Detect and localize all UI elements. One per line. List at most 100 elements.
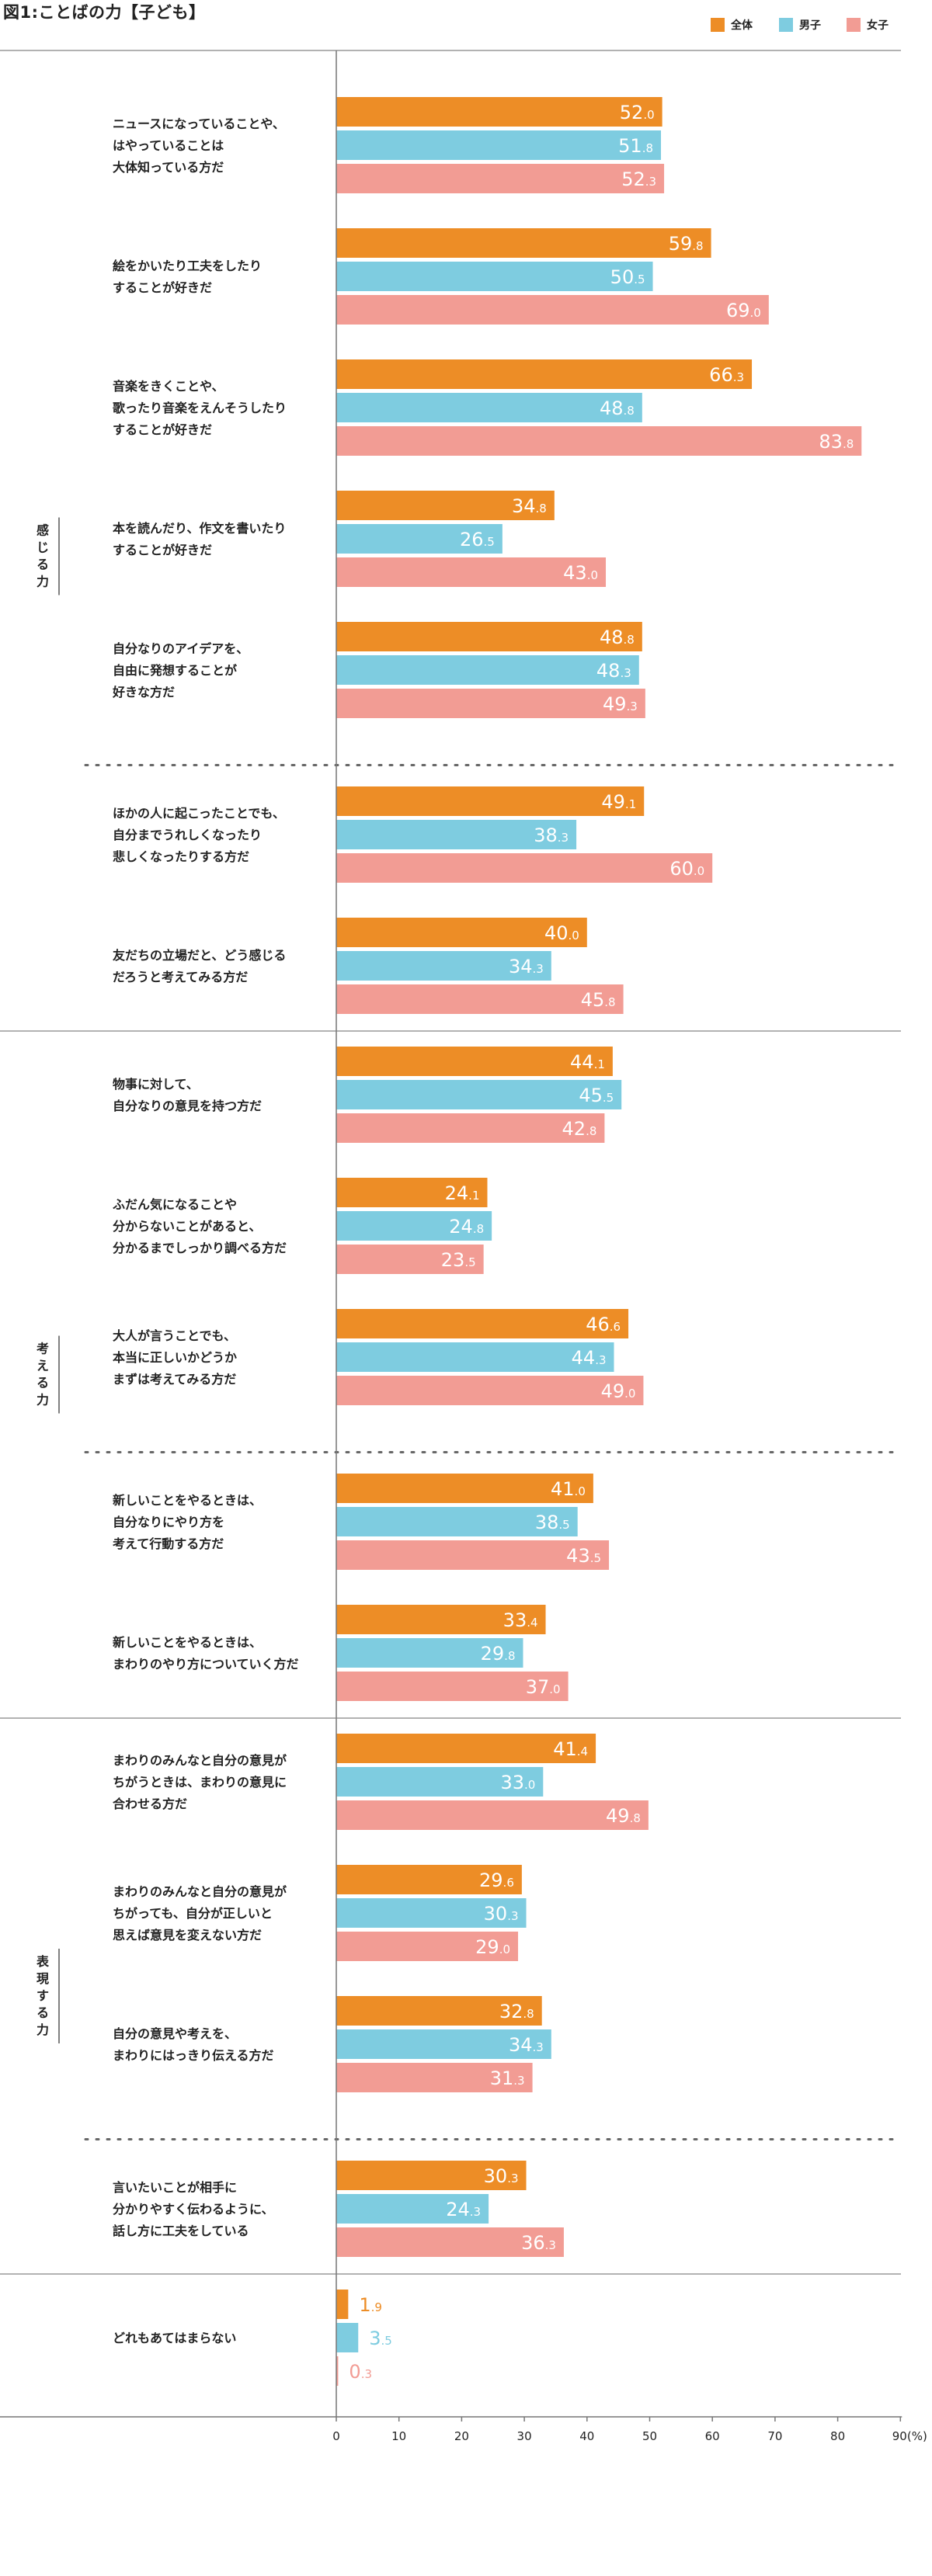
value-label: 31.3 bbox=[490, 2067, 525, 2089]
question-label: 思えば意見を変えない方だ bbox=[113, 1928, 262, 1942]
bar bbox=[336, 491, 555, 520]
value-label: 41.4 bbox=[553, 1738, 588, 1760]
x-tick-label: 20 bbox=[454, 2429, 469, 2443]
value-label: 83.8 bbox=[819, 431, 854, 453]
bar bbox=[336, 1932, 519, 1961]
bar bbox=[336, 786, 645, 816]
bar bbox=[336, 655, 639, 685]
value-label: 24.1 bbox=[445, 1182, 480, 1204]
category-label: え bbox=[37, 1359, 49, 1373]
value-label: 46.6 bbox=[586, 1314, 621, 1335]
bar bbox=[336, 1474, 593, 1503]
bar bbox=[336, 820, 577, 849]
category-label: 力 bbox=[37, 575, 49, 589]
question-label: ふだん気になることや bbox=[113, 1197, 237, 1212]
category-label: 現 bbox=[37, 1971, 49, 1986]
value-label: 69.0 bbox=[726, 300, 761, 321]
x-tick-label: 40 bbox=[579, 2429, 594, 2443]
legend-item-girls: 女子 bbox=[847, 17, 889, 33]
question-label: 言いたいことが相手に bbox=[113, 2180, 237, 2195]
value-label: 49.0 bbox=[601, 1380, 636, 1402]
value-label: 43.5 bbox=[566, 1545, 601, 1567]
question-label: 自分なりの意見を持つ方だ bbox=[113, 1099, 262, 1113]
category-label: 考 bbox=[37, 1342, 49, 1356]
bar bbox=[336, 622, 642, 651]
question-label: 自由に発想することが bbox=[113, 663, 237, 678]
legend-label: 女子 bbox=[867, 19, 889, 32]
value-label: 29.8 bbox=[481, 1643, 516, 1665]
x-tick-label: 50 bbox=[642, 2429, 657, 2443]
bar bbox=[336, 2063, 533, 2092]
bar bbox=[336, 984, 624, 1014]
value-label: 45.8 bbox=[581, 989, 616, 1011]
bar bbox=[336, 1996, 542, 2026]
question-label: 本当に正しいかどうか bbox=[113, 1350, 237, 1365]
value-label: 0.3 bbox=[349, 2361, 372, 2383]
x-tick-label: 70 bbox=[767, 2429, 782, 2443]
question-label: 分かりやすく伝わるように、 bbox=[113, 2202, 274, 2217]
legend-swatch-icon bbox=[847, 18, 861, 32]
x-tick-label: 90(%) bbox=[892, 2429, 927, 2443]
legend-label: 男子 bbox=[799, 19, 821, 32]
question-label: はやっていることは bbox=[113, 138, 224, 153]
value-label: 45.5 bbox=[579, 1085, 614, 1106]
legend-label: 全体 bbox=[731, 19, 753, 32]
question-label: ちがっても、自分が正しいと bbox=[113, 1906, 273, 1921]
question-label: 合わせる方だ bbox=[113, 1797, 187, 1811]
category-label: じ bbox=[37, 540, 49, 555]
value-label: 3.5 bbox=[369, 2328, 392, 2349]
value-label: 44.3 bbox=[572, 1347, 607, 1369]
category-label: 表 bbox=[36, 1954, 50, 1969]
bar bbox=[336, 1767, 544, 1797]
question-label: 絵をかいたり工夫をしたり bbox=[113, 259, 262, 273]
value-label: 43.0 bbox=[563, 562, 598, 584]
bar bbox=[336, 1245, 484, 1274]
bar bbox=[336, 1638, 523, 1668]
bar bbox=[336, 1800, 649, 1830]
bar bbox=[336, 359, 753, 389]
value-label: 1.9 bbox=[359, 2294, 382, 2316]
x-tick-label: 30 bbox=[517, 2429, 532, 2443]
question-label: 新しいことをやるときは、 bbox=[113, 1493, 262, 1508]
bar bbox=[336, 1309, 629, 1338]
category-label: 力 bbox=[37, 1393, 49, 1408]
bar bbox=[336, 1342, 614, 1372]
value-label: 60.0 bbox=[669, 858, 704, 880]
bar bbox=[336, 262, 653, 291]
question-label: 歌ったり音楽をえんそうしたり bbox=[113, 401, 287, 415]
value-label: 34.3 bbox=[509, 956, 544, 977]
question-label: 新しいことをやるときは、 bbox=[113, 1635, 262, 1650]
value-label: 52.0 bbox=[620, 102, 655, 123]
question-label: 物事に対して、 bbox=[113, 1077, 199, 1092]
x-tick-label: 10 bbox=[391, 2429, 406, 2443]
bar bbox=[336, 1605, 546, 1634]
bar bbox=[336, 1865, 522, 1894]
question-label: まわりにはっきり伝える方だ bbox=[113, 2048, 274, 2063]
value-label: 29.6 bbox=[479, 1870, 514, 1891]
bar bbox=[336, 2161, 527, 2190]
x-tick-label: 80 bbox=[830, 2429, 845, 2443]
bar bbox=[336, 853, 713, 883]
question-label: 友だちの立場だと、どう感じる bbox=[113, 948, 286, 963]
value-label: 50.5 bbox=[610, 266, 645, 288]
value-label: 30.3 bbox=[484, 2165, 519, 2187]
category-label: る bbox=[37, 1376, 49, 1390]
bar bbox=[336, 2227, 564, 2257]
legend-item-boys: 男子 bbox=[779, 17, 821, 33]
value-label: 33.4 bbox=[503, 1609, 538, 1631]
bar bbox=[336, 2029, 551, 2059]
question-label: 音楽をきくことや、 bbox=[113, 379, 224, 394]
question-label: 大人が言うことでも、 bbox=[113, 1328, 236, 1343]
value-label: 44.1 bbox=[570, 1051, 605, 1073]
bar bbox=[336, 1507, 578, 1536]
bar bbox=[336, 130, 662, 160]
bar bbox=[336, 2290, 349, 2319]
value-label: 59.8 bbox=[669, 233, 704, 255]
category-label: る bbox=[37, 557, 49, 572]
bar bbox=[336, 164, 665, 193]
value-label: 38.3 bbox=[534, 825, 569, 846]
chart-title: 図1:ことばの力【子ども】 bbox=[3, 3, 206, 22]
question-label: まわりのみんなと自分の意見が bbox=[113, 1884, 287, 1899]
bar bbox=[336, 228, 711, 258]
bar bbox=[336, 97, 662, 127]
